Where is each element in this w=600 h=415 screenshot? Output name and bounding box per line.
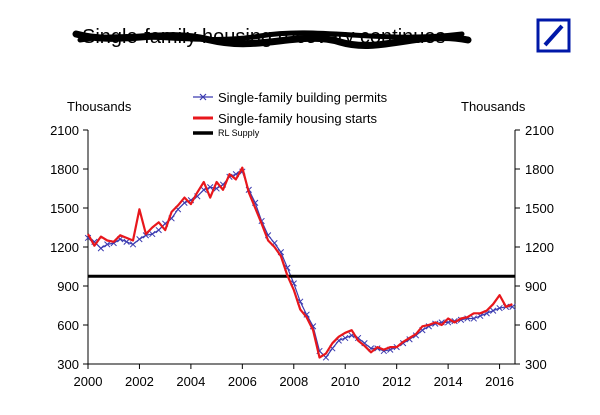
x-tick-label: 2002 bbox=[125, 374, 154, 389]
series-layer bbox=[84, 166, 516, 361]
permits-point bbox=[136, 236, 143, 243]
permits-point bbox=[129, 241, 137, 248]
legend-item-permits: Single-family building permits bbox=[193, 90, 388, 105]
permits-point bbox=[149, 230, 156, 238]
permits-point bbox=[97, 245, 105, 252]
left-tick-label: 300 bbox=[57, 357, 79, 372]
right-tick-label: 2100 bbox=[525, 123, 554, 138]
permits-point bbox=[489, 307, 497, 314]
permits-point bbox=[123, 238, 130, 245]
right-tick-label: 300 bbox=[525, 357, 547, 372]
series-line-starts bbox=[87, 166, 513, 359]
x-tick-label: 2010 bbox=[331, 374, 360, 389]
x-tick-label: 2014 bbox=[434, 374, 463, 389]
permits-point bbox=[104, 241, 111, 248]
title-strikethrough-2 bbox=[77, 30, 465, 43]
left-tick-label: 1200 bbox=[50, 240, 79, 255]
legend-starts-label: Single-family housing starts bbox=[218, 111, 377, 126]
right-tick-labels: 300 600 900 1200 1500 1800 2100 bbox=[515, 123, 554, 372]
left-tick-labels: 300 600 900 1200 1500 1800 2100 bbox=[50, 123, 88, 372]
left-tick-label: 2100 bbox=[50, 123, 79, 138]
right-tick-label: 600 bbox=[525, 318, 547, 333]
x-tick-labels: 2000 2002 2004 2006 2008 2010 2012 2014 2016 bbox=[74, 364, 514, 389]
legend-permits-marker bbox=[199, 93, 207, 101]
permits-point bbox=[155, 226, 162, 234]
legend-supply-label: RL Supply bbox=[218, 128, 260, 138]
left-tick-label: 600 bbox=[57, 318, 79, 333]
deutsche-bank-logo-icon bbox=[536, 18, 571, 53]
left-tick-label: 1800 bbox=[50, 162, 79, 177]
left-tick-label: 1500 bbox=[50, 201, 79, 216]
right-unit-label: Thousands bbox=[461, 99, 526, 114]
permits-point bbox=[207, 184, 214, 191]
x-tick-label: 2008 bbox=[279, 374, 308, 389]
permits-point bbox=[342, 334, 349, 342]
left-unit-label: Thousands bbox=[67, 99, 132, 114]
x-tick-label: 2000 bbox=[74, 374, 103, 389]
right-tick-label: 1500 bbox=[525, 201, 554, 216]
right-tick-label: 1800 bbox=[525, 162, 554, 177]
permits-point bbox=[470, 315, 477, 322]
x-tick-label: 2016 bbox=[485, 374, 514, 389]
x-tick-label: 2004 bbox=[176, 374, 205, 389]
series-line-permits bbox=[87, 171, 513, 359]
right-tick-label: 900 bbox=[525, 279, 547, 294]
legend: Single-family building permits Single-fa… bbox=[193, 90, 388, 138]
right-tick-label: 1200 bbox=[525, 240, 554, 255]
legend-item-supply: RL Supply bbox=[193, 128, 260, 138]
x-tick-label: 2012 bbox=[382, 374, 411, 389]
legend-permits-label: Single-family building permits bbox=[218, 90, 388, 105]
permits-point bbox=[432, 320, 439, 327]
legend-item-starts: Single-family housing starts bbox=[193, 111, 377, 126]
x-tick-label: 2006 bbox=[228, 374, 257, 389]
left-tick-label: 900 bbox=[57, 279, 79, 294]
permits-point bbox=[496, 304, 503, 312]
